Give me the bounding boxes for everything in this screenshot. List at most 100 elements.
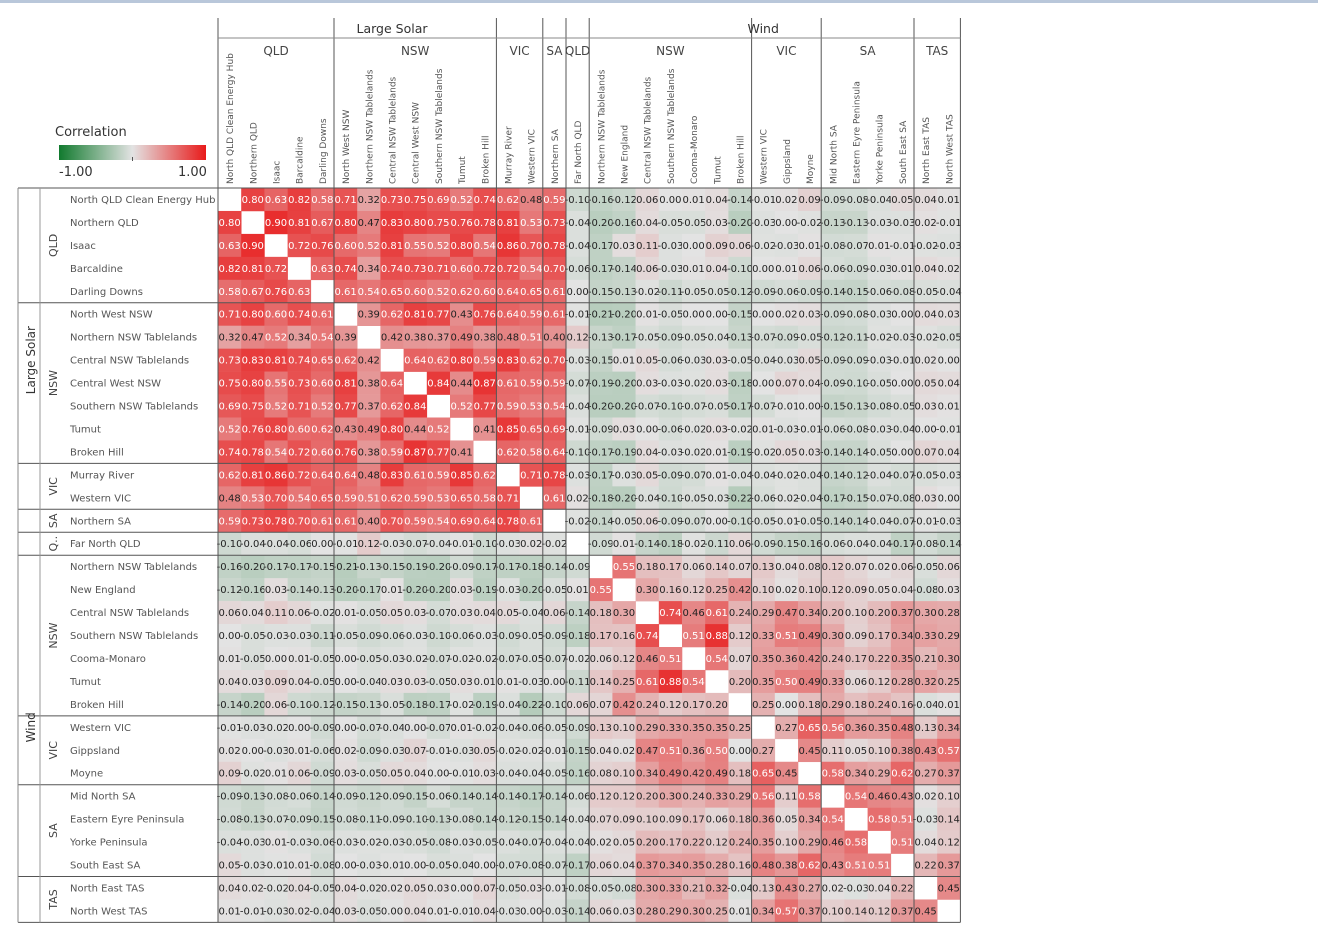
cell-value-label: 0.04 xyxy=(288,883,310,894)
cell-value-label: -0.04 xyxy=(565,838,591,849)
heatmap-cell xyxy=(589,256,613,281)
cell-value-label: -0.09 xyxy=(588,539,614,550)
heatmap-cell xyxy=(867,853,892,877)
cell-value-label: 0.00 xyxy=(218,631,240,642)
heatmap-cell xyxy=(844,509,868,533)
cell-value-label: 0.12 xyxy=(613,792,635,803)
heatmap-cell xyxy=(450,463,474,487)
cell-value-label: 0.59 xyxy=(543,195,565,206)
cell-value-label: 0.16 xyxy=(729,861,751,872)
cell-value-label: -0.07 xyxy=(425,654,451,665)
cell-value-label: -0.04 xyxy=(541,838,567,849)
heatmap-cell xyxy=(751,188,776,212)
heatmap-cell xyxy=(682,440,706,464)
cell-value-label: -0.08 xyxy=(449,815,475,826)
heatmap-cell xyxy=(937,233,961,258)
heatmap-cell xyxy=(264,394,288,418)
heatmap-cell xyxy=(821,463,845,487)
column-label: North East TAS xyxy=(922,117,932,184)
cell-value-label: -0.05 xyxy=(913,562,939,573)
cell-value-label: -0.11 xyxy=(704,539,730,550)
cell-value-label: 0.02 xyxy=(775,310,797,321)
legend-color-bar xyxy=(59,145,206,160)
heatmap-cell xyxy=(612,601,636,625)
cell-value-label: -0.04 xyxy=(634,493,660,504)
cell-value-label: -0.01 xyxy=(773,516,799,527)
cell-value-label: 0.53 xyxy=(520,402,542,413)
cell-value-label: -0.15 xyxy=(773,539,799,550)
cell-value-label: 0.21 xyxy=(914,654,936,665)
heatmap-cell xyxy=(426,578,451,602)
cell-value-label: -0.16 xyxy=(565,769,591,780)
cell-value-label: -0.06 xyxy=(379,631,405,642)
heatmap-cell xyxy=(310,509,335,533)
column-region-label: NSW xyxy=(656,44,685,58)
heatmap-cell xyxy=(682,578,706,602)
cell-value-label: -0.03 xyxy=(240,723,266,734)
cell-value-label: -0.02 xyxy=(634,287,660,298)
cell-value-label: -0.09 xyxy=(541,631,567,642)
heatmap-cell xyxy=(450,509,474,533)
cell-value-label: 0.65 xyxy=(798,723,820,734)
cell-value-label: -0.09 xyxy=(449,562,475,573)
row-label: Far North QLD xyxy=(70,539,141,550)
cell-value-label: -0.03 xyxy=(750,218,776,229)
cell-value-label: 0.81 xyxy=(334,379,356,390)
heatmap-cell xyxy=(496,830,520,854)
row-region-label: VIC xyxy=(47,741,60,760)
heatmap-cell xyxy=(658,256,683,281)
heatmap-cell xyxy=(844,876,868,900)
cell-value-label: 0.05 xyxy=(891,195,913,206)
heatmap-cell xyxy=(635,463,660,487)
cell-value-label: -0.04 xyxy=(750,470,776,481)
heatmap-cell xyxy=(821,853,845,877)
cell-value-label: 0.60 xyxy=(450,264,472,275)
heatmap-cell xyxy=(496,578,520,602)
heatmap-cell xyxy=(658,210,683,235)
heatmap-cell xyxy=(774,784,799,808)
cell-value-label: 0.62 xyxy=(381,493,403,504)
cell-value-label: -0.20 xyxy=(425,562,451,573)
heatmap-cell xyxy=(334,761,358,785)
heatmap-cell xyxy=(914,601,938,625)
heatmap-cell xyxy=(473,784,497,808)
heatmap-cell xyxy=(403,830,428,854)
cell-value-label: 0.54 xyxy=(845,792,867,803)
cell-value-label: 0.72 xyxy=(288,470,310,481)
heatmap-cell xyxy=(473,188,497,212)
cell-value-label: -0.03 xyxy=(263,631,289,642)
heatmap-cell xyxy=(798,738,822,763)
cell-value-label: -0.07 xyxy=(402,539,428,550)
cell-value-label: -0.10 xyxy=(657,493,683,504)
heatmap-cell xyxy=(496,325,520,349)
heatmap-cell xyxy=(566,692,590,717)
cell-value-label: -0.05 xyxy=(704,402,730,413)
cell-value-label: -0.13 xyxy=(356,700,382,711)
cell-value-label: -0.02 xyxy=(518,746,544,757)
heatmap-cell xyxy=(821,325,845,349)
heatmap-cell xyxy=(798,256,822,281)
cell-value-label: -0.05 xyxy=(681,333,707,344)
cell-value-label: -0.14 xyxy=(541,815,567,826)
heatmap-cell xyxy=(334,210,358,235)
row-label: New England xyxy=(70,585,136,596)
heatmap-cell xyxy=(426,601,451,625)
cell-value-label: -0.05 xyxy=(495,883,521,894)
cell-value-label: 0.03 xyxy=(450,585,472,596)
cell-value-label: -0.09 xyxy=(309,723,335,734)
heatmap-cell xyxy=(519,302,544,326)
heatmap-cell xyxy=(867,555,892,579)
heatmap-cell xyxy=(519,830,544,854)
cell-value-label: -0.17 xyxy=(356,585,382,596)
cell-value-label: 0.00 xyxy=(752,264,774,275)
cell-value-label: 0.29 xyxy=(636,723,658,734)
cell-value-label: 0.74 xyxy=(288,310,310,321)
heatmap-cell xyxy=(589,807,613,831)
cell-value-label: 0.22 xyxy=(868,654,890,665)
heatmap-cell xyxy=(264,371,288,395)
cell-value-label: 0.41 xyxy=(474,424,496,435)
heatmap-cell xyxy=(844,624,868,648)
cell-value-label: -0.17 xyxy=(727,402,753,413)
cell-value-label: 0.76 xyxy=(474,310,496,321)
heatmap-cell xyxy=(658,348,683,372)
